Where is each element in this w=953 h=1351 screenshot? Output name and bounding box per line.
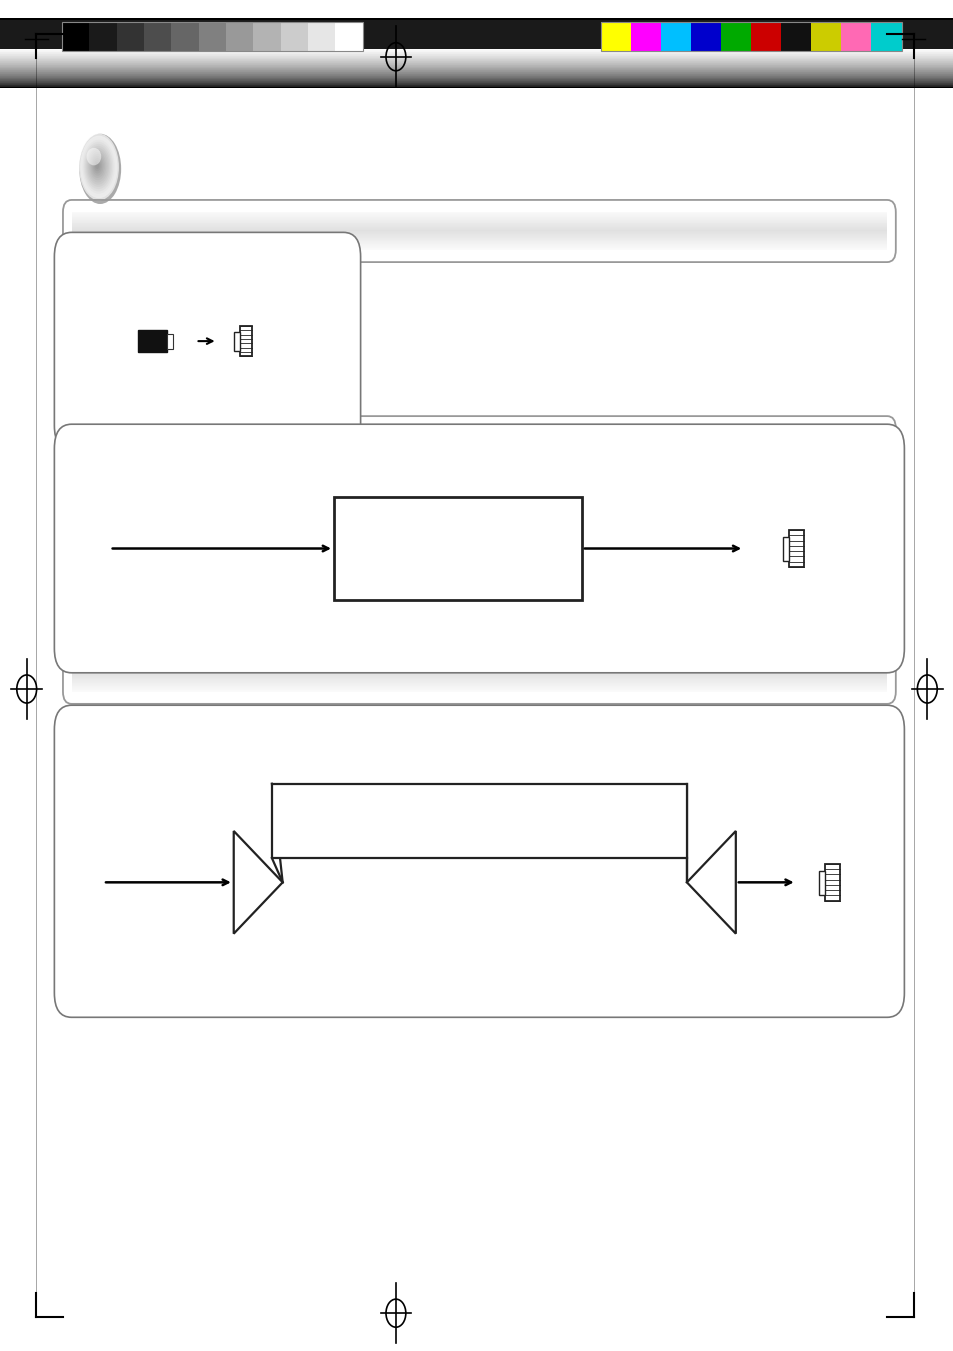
Polygon shape — [233, 831, 282, 934]
FancyBboxPatch shape — [54, 705, 903, 1017]
FancyBboxPatch shape — [54, 424, 903, 673]
Ellipse shape — [85, 143, 112, 189]
Bar — [280, 22, 308, 51]
Bar — [335, 22, 362, 51]
Bar — [781, 22, 810, 51]
Bar — [0, 18, 953, 49]
FancyBboxPatch shape — [54, 232, 360, 450]
Bar — [308, 22, 335, 51]
Bar — [116, 22, 144, 51]
Ellipse shape — [87, 147, 109, 185]
Ellipse shape — [89, 150, 108, 182]
Ellipse shape — [79, 134, 119, 200]
Bar — [233, 332, 240, 351]
Bar — [871, 22, 901, 51]
Bar — [720, 22, 750, 51]
Bar — [137, 330, 167, 353]
Ellipse shape — [79, 134, 121, 204]
Bar — [782, 536, 788, 561]
Bar — [198, 22, 226, 51]
Bar — [660, 22, 690, 51]
Bar — [690, 22, 720, 51]
Bar — [172, 22, 198, 51]
Bar — [253, 22, 280, 51]
Ellipse shape — [92, 158, 102, 173]
Ellipse shape — [84, 142, 113, 192]
Bar — [144, 22, 172, 51]
Bar — [240, 326, 252, 357]
Bar — [334, 497, 581, 600]
Bar — [631, 22, 660, 51]
Ellipse shape — [95, 162, 99, 169]
Ellipse shape — [81, 138, 116, 196]
Bar — [600, 22, 631, 51]
Bar — [824, 865, 840, 901]
Bar — [810, 22, 841, 51]
Ellipse shape — [87, 147, 101, 165]
Ellipse shape — [90, 151, 106, 180]
Ellipse shape — [91, 154, 105, 178]
Ellipse shape — [86, 146, 111, 186]
Ellipse shape — [91, 155, 104, 176]
Bar — [62, 22, 362, 51]
Bar — [90, 22, 116, 51]
Ellipse shape — [94, 159, 101, 172]
Bar — [600, 22, 901, 51]
Bar — [272, 784, 686, 858]
Bar — [0, 18, 953, 20]
Polygon shape — [686, 831, 735, 934]
Bar — [62, 22, 90, 51]
Bar — [167, 334, 172, 349]
Ellipse shape — [82, 139, 114, 193]
Bar — [819, 870, 824, 894]
Bar — [788, 530, 803, 567]
Bar — [226, 22, 253, 51]
Ellipse shape — [80, 135, 117, 199]
Bar — [841, 22, 870, 51]
Bar — [750, 22, 781, 51]
